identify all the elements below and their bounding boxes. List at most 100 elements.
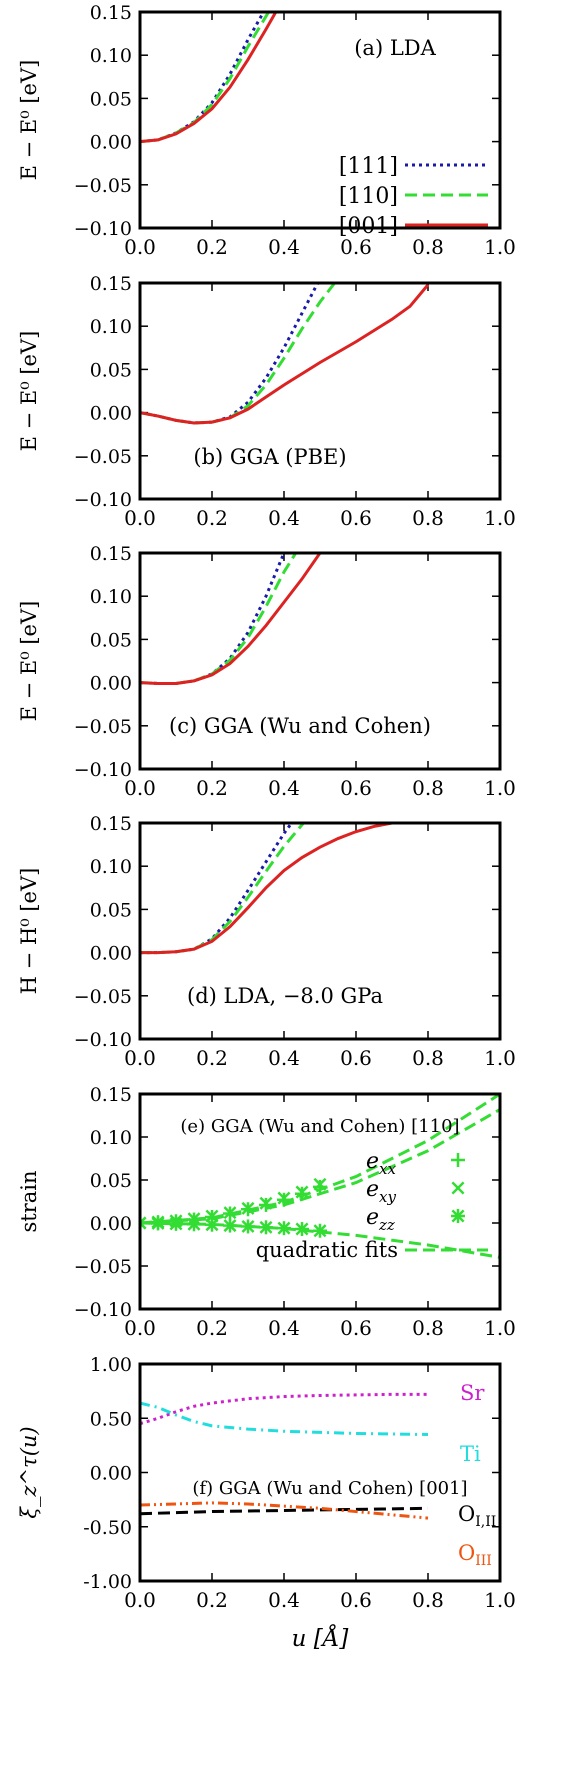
x-tick-label: 0.8 (412, 1588, 444, 1612)
plot-area (140, 823, 393, 955)
panel-a: 0.0 0.2 0.4 0.6 0.8 1.0 −0.10 −0.05 0.00 0.05 0.10… (17, 2, 516, 259)
series-labels: Sr Ti OI,II OIII (458, 1381, 496, 1569)
y-tick-label: -1.00 (83, 1571, 132, 1593)
y-tick-label: 0.15 (90, 273, 132, 295)
y-tick-label: 0.15 (90, 2, 132, 24)
panel-b: 0.0 0.2 0.4 0.6 0.8 1.0 −0.10 −0.05 0.00 0.05 0.10… (17, 273, 516, 530)
y-tick-label: −0.05 (74, 986, 132, 1008)
plot-frame (138, 1092, 502, 1311)
x-tick-label: 0.0 (124, 776, 156, 800)
x-tick-label: 0.0 (124, 235, 156, 259)
x-tick-label: 0.2 (196, 235, 228, 259)
x-tick-label: 0.6 (340, 776, 372, 800)
y-tick-label: 0.00 (90, 1463, 132, 1485)
y-tick-label: −0.10 (74, 759, 132, 781)
y-tick-label: 0.50 (90, 1408, 132, 1430)
x-tick-label: 0.4 (268, 776, 300, 800)
x-tick-label: 0.0 (124, 1588, 156, 1612)
y-tick-label: 0.00 (90, 673, 132, 695)
panel-annotation: (b) GGA (PBE) (193, 445, 346, 469)
y-tick-label: −0.10 (74, 489, 132, 511)
x-tick-label: 0.6 (340, 506, 372, 530)
panel-annotation: (d) LDA, −8.0 GPa (187, 984, 383, 1008)
panel-annotation: (a) LDA (354, 36, 436, 60)
x-tick-label: 1.0 (484, 506, 516, 530)
x-tick-label: 0.6 (340, 1588, 372, 1612)
x-tick-label: 1.0 (484, 776, 516, 800)
plot-frame (138, 281, 502, 501)
x-tick-label: 0.8 (412, 776, 444, 800)
x-tick-label: 0.4 (268, 235, 300, 259)
panel-e: 0.0 0.2 0.4 0.6 0.8 1.0 −0.10 −0.05 0.00 0.05 0.10… (17, 1084, 516, 1340)
series-line-110 (140, 823, 306, 955)
legend-label: quadratic fits (256, 1238, 398, 1262)
x-tick-label: 0.6 (340, 1046, 372, 1070)
y-tick-label: 0.15 (90, 543, 132, 565)
x-tick-label: 0.6 (340, 235, 372, 259)
y-tick-label: 0.00 (90, 403, 132, 425)
x-tick-label: 0.4 (268, 1588, 300, 1612)
label-sr: Sr (460, 1381, 485, 1405)
x-tick-label: 1.0 (484, 235, 516, 259)
panel-c: 0.0 0.2 0.4 0.6 0.8 1.0 −0.10 −0.05 0.00 0.05 0.10… (17, 543, 516, 800)
legend-marker (451, 1209, 465, 1223)
legend: [111] [110] [001] (339, 154, 488, 239)
plot-area (140, 12, 278, 144)
legend-marker (451, 1153, 465, 1167)
x-tick-label: 0.4 (268, 1316, 300, 1340)
y-tick-label: 0.05 (90, 359, 132, 381)
series-line-110 (140, 12, 271, 144)
plot-frame (138, 1362, 502, 1583)
series-line-OIII (140, 1501, 429, 1520)
y-axis-label: E − E⁰ [eV] (17, 331, 41, 452)
x-tick-label: 0.8 (412, 235, 444, 259)
x-tick-label: 0.0 (124, 506, 156, 530)
legend-label: ezz (366, 1205, 395, 1234)
series-line-001 (140, 12, 278, 144)
y-tick-label: 0.05 (90, 629, 132, 651)
plot-area (140, 1094, 500, 1259)
y-tick-label: 0.10 (90, 1127, 132, 1149)
y-tick-label: −0.05 (74, 716, 132, 738)
y-tick-label: −0.05 (74, 175, 132, 197)
y-tick-label: −0.05 (74, 446, 132, 468)
y-tick-label: 0.00 (90, 1213, 132, 1235)
series-line-111 (140, 553, 286, 685)
legend-label: exx (366, 1149, 396, 1178)
plot-area (140, 283, 430, 425)
series-line-001 (140, 283, 430, 425)
y-tick-label: 1.00 (90, 1354, 132, 1376)
x-tick-label: 0.2 (196, 1316, 228, 1340)
fit-line (140, 1094, 500, 1225)
legend-label: [111] (339, 154, 398, 179)
x-tick-label: 0.8 (412, 506, 444, 530)
plot-frame (138, 821, 502, 1041)
y-tick-label: 0.10 (90, 586, 132, 608)
x-tick-label: 1.0 (484, 1316, 516, 1340)
x-tick-label: 1.0 (484, 1588, 516, 1612)
y-axis-label: strain (17, 1170, 41, 1232)
label-o12: OI,II (458, 1502, 496, 1530)
y-tick-label: 0.05 (90, 899, 132, 921)
fit-line (140, 1221, 500, 1259)
y-tick-label: −0.05 (74, 1256, 132, 1278)
series-line-OIII (140, 1506, 429, 1516)
y-tick-label: −0.10 (74, 1029, 132, 1051)
series-line-111 (140, 283, 320, 425)
x-tick-label: 0.2 (196, 1588, 228, 1612)
y-tick-label: 0.15 (90, 1084, 132, 1106)
series-line-001 (140, 553, 322, 685)
plot-area (140, 1392, 429, 1520)
x-tick-label: 0.8 (412, 1046, 444, 1070)
x-axis-label: u [Å] (292, 1624, 349, 1652)
y-tick-label: 0.05 (90, 1170, 132, 1192)
label-o3: OIII (458, 1541, 492, 1569)
panel-annotation: (e) GGA (Wu and Cohen) [110] (180, 1116, 459, 1137)
legend-marker (451, 1181, 465, 1195)
y-axis-label: E − E⁰ [eV] (17, 601, 41, 722)
legend-label: [001] (339, 214, 398, 239)
y-axis-label: H − H⁰ [eV] (17, 868, 41, 995)
panel-d: 0.0 0.2 0.4 0.6 0.8 1.0 −0.10 −0.05 0.00 0.05 0.10… (17, 813, 516, 1070)
y-tick-label: 0.10 (90, 316, 132, 338)
